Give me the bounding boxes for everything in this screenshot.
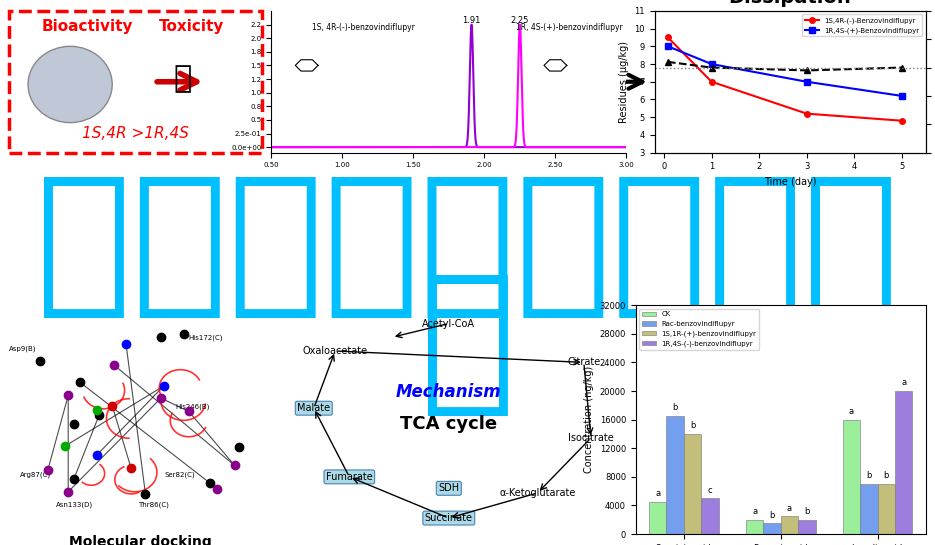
Text: Bioactivity: Bioactivity bbox=[42, 19, 134, 34]
Line: EF: EF bbox=[665, 59, 905, 73]
Y-axis label: Concentration (ng/kg): Concentration (ng/kg) bbox=[584, 366, 594, 473]
Text: SDH: SDH bbox=[439, 483, 459, 493]
Text: a: a bbox=[901, 378, 906, 387]
1S,4R-(-)-Benzovindiflupyr bbox=[897, 118, 908, 124]
Bar bbox=[763, 523, 781, 534]
Ellipse shape bbox=[28, 46, 112, 123]
Bar bbox=[701, 498, 719, 534]
EF bbox=[897, 64, 908, 71]
1R,4S-(+)-Benzovindiflupyr bbox=[801, 78, 813, 85]
Text: Succinate: Succinate bbox=[424, 513, 473, 523]
Text: His246(B): His246(B) bbox=[176, 403, 209, 410]
Text: Thr86(C): Thr86(C) bbox=[137, 501, 169, 508]
Text: 微: 微 bbox=[420, 266, 515, 421]
Title: Dissipation: Dissipation bbox=[728, 0, 852, 7]
1R,4S-(+)-Benzovindiflupyr bbox=[706, 60, 717, 67]
Text: His172(C): His172(C) bbox=[189, 335, 223, 341]
FancyBboxPatch shape bbox=[9, 11, 262, 153]
Text: b: b bbox=[672, 403, 678, 413]
Text: 1S, 4R-(-)-benzovindiflupyr: 1S, 4R-(-)-benzovindiflupyr bbox=[312, 23, 415, 32]
Bar bbox=[781, 516, 798, 534]
Text: a: a bbox=[655, 489, 660, 498]
Legend: CK, Rac-benzovindiflupyr, 1S,1R-(+)-benzovindiflupyr, 1R,4S-(-)-benzovindiflupyr: CK, Rac-benzovindiflupyr, 1S,1R-(+)-benz… bbox=[640, 308, 759, 350]
Bar bbox=[842, 420, 860, 534]
Text: Arg87(C): Arg87(C) bbox=[20, 472, 51, 479]
Text: b: b bbox=[866, 471, 871, 481]
Text: Asp9(B): Asp9(B) bbox=[8, 346, 36, 353]
Text: a: a bbox=[787, 504, 792, 513]
Text: Isocitrate: Isocitrate bbox=[568, 433, 613, 443]
Text: 1.91: 1.91 bbox=[462, 16, 481, 25]
Text: b: b bbox=[690, 421, 696, 431]
Bar bbox=[895, 391, 913, 534]
Bar bbox=[860, 484, 878, 534]
Line: 1S,4R-(-)-Benzovindiflupyr: 1S,4R-(-)-Benzovindiflupyr bbox=[665, 35, 905, 124]
1S,4R-(-)-Benzovindiflupyr bbox=[801, 110, 813, 117]
Text: a: a bbox=[849, 407, 854, 416]
Text: 2.25: 2.25 bbox=[511, 16, 529, 25]
Text: c: c bbox=[708, 486, 712, 495]
EF bbox=[662, 59, 673, 65]
Text: Malate: Malate bbox=[297, 403, 330, 413]
Text: Citrate: Citrate bbox=[568, 358, 600, 367]
Bar bbox=[746, 520, 763, 534]
Text: Fumarate: Fumarate bbox=[326, 472, 373, 482]
Text: Asn133(D): Asn133(D) bbox=[56, 501, 94, 508]
Bar bbox=[667, 416, 683, 534]
Text: TCA cycle: TCA cycle bbox=[400, 415, 497, 433]
Text: a: a bbox=[752, 507, 757, 516]
1R,4S-(+)-Benzovindiflupyr bbox=[662, 43, 673, 50]
Text: Acetyl-CoA: Acetyl-CoA bbox=[423, 318, 475, 329]
1S,4R-(-)-Benzovindiflupyr bbox=[706, 78, 717, 85]
Text: Ser82(C): Ser82(C) bbox=[165, 472, 194, 479]
Text: b: b bbox=[770, 511, 775, 520]
Text: Molecular docking: Molecular docking bbox=[69, 535, 211, 545]
Text: b: b bbox=[884, 471, 889, 481]
Y-axis label: Residues (μg/kg): Residues (μg/kg) bbox=[619, 41, 628, 123]
1R,4S-(+)-Benzovindiflupyr bbox=[897, 93, 908, 99]
Bar bbox=[798, 520, 815, 534]
Text: 1S,4R >1R,4S: 1S,4R >1R,4S bbox=[82, 125, 189, 141]
Text: b: b bbox=[804, 507, 810, 516]
Bar bbox=[649, 502, 667, 534]
EF bbox=[706, 64, 717, 71]
Text: Oxaloacetate: Oxaloacetate bbox=[303, 346, 367, 356]
1S,4R-(-)-Benzovindiflupyr bbox=[662, 34, 673, 41]
Bar bbox=[878, 484, 895, 534]
X-axis label: Time (day): Time (day) bbox=[764, 177, 816, 187]
Text: Mechanism: Mechanism bbox=[396, 383, 501, 401]
Text: 1R, 4S-(+)-benzovindiflupyr: 1R, 4S-(+)-benzovindiflupyr bbox=[516, 23, 623, 32]
Text: Toxicity: Toxicity bbox=[159, 19, 224, 34]
Line: 1R,4S-(+)-Benzovindiflupyr: 1R,4S-(+)-Benzovindiflupyr bbox=[665, 44, 905, 99]
Text: α-Ketoglutarate: α-Ketoglutarate bbox=[499, 488, 576, 498]
Text: 🦐: 🦐 bbox=[173, 64, 192, 94]
Legend: 1S,4R-(-)-Benzovindiflupyr, 1R,4S-(+)-Benzovindiflupyr: 1S,4R-(-)-Benzovindiflupyr, 1R,4S-(+)-Be… bbox=[802, 14, 922, 37]
Bar bbox=[683, 434, 701, 534]
Text: 数码显微镜是电子显: 数码显微镜是电子显 bbox=[36, 168, 899, 323]
EF bbox=[801, 67, 813, 74]
